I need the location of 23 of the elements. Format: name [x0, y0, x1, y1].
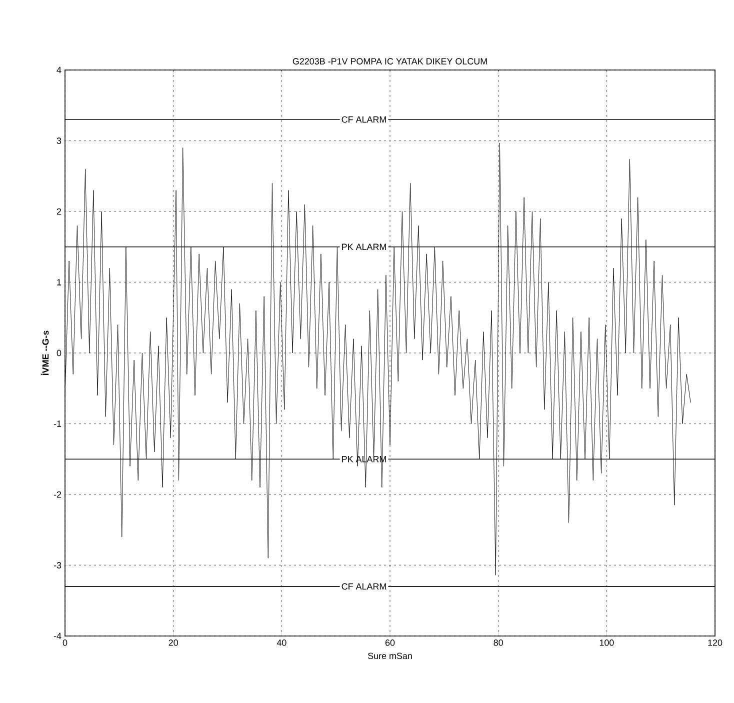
x-tick-label: 0: [62, 640, 68, 646]
x-tick-label: 40: [276, 640, 286, 646]
x-axis-title: Sure mSan: [368, 652, 412, 660]
y-tick-label: -2: [54, 491, 62, 498]
y-tick-label: 0: [56, 350, 62, 356]
x-tick-label: 120: [708, 640, 722, 646]
y-tick-label: -3: [54, 562, 62, 568]
x-tick-label: 20: [168, 640, 178, 646]
y-tick-label: -4: [54, 632, 62, 640]
y-tick-label: 3: [56, 138, 62, 144]
y-tick-label: 2: [56, 208, 62, 215]
y-axis-title: İVME --G-s: [40, 330, 49, 376]
ref-line-label: CF ALARM: [342, 583, 386, 590]
line-series: [64, 142, 691, 576]
ref-line-label: PK ALARM: [342, 244, 386, 250]
x-tick-label: 100: [600, 640, 614, 646]
x-tick-label: 60: [385, 640, 395, 646]
y-tick-label: -1: [54, 420, 62, 427]
ref-line-label: CF ALARM: [342, 116, 386, 123]
chart-title: G2203B -P1V POMPA IC YATAK DIKEY OLCUM: [292, 58, 487, 64]
y-tick-label: 1: [57, 279, 62, 286]
y-tick-label: 4: [56, 66, 62, 74]
x-tick-label: 80: [494, 640, 503, 646]
